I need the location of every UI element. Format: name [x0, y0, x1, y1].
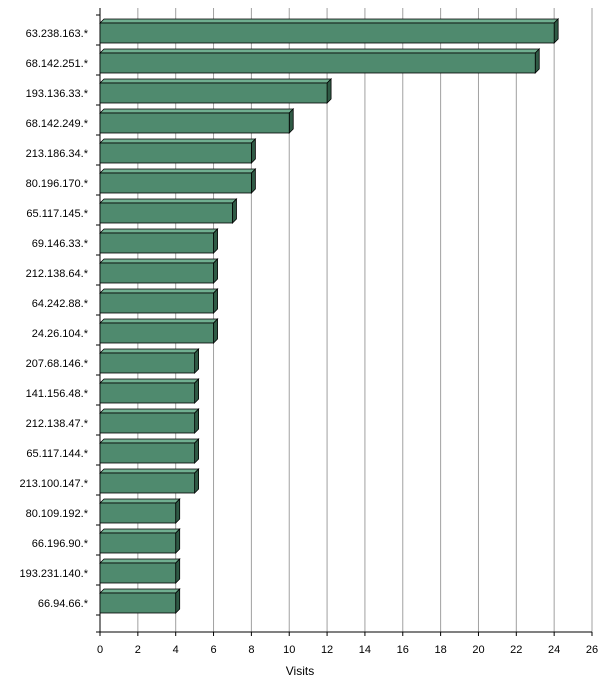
- bar-top-2: [99, 78, 333, 84]
- y-tick-label-12: 141.156.48.*: [26, 388, 89, 400]
- bar-side-9: [213, 288, 218, 314]
- y-tick-label-1: 68.142.251.*: [26, 58, 89, 70]
- bar-4: [99, 142, 252, 164]
- bar-top-1: [99, 48, 541, 54]
- bar-19: [99, 592, 177, 614]
- bar-side-18: [175, 558, 181, 584]
- bar-side-5: [250, 168, 256, 194]
- bar-top-10: [99, 318, 219, 324]
- bar-side-17: [175, 528, 181, 554]
- bar-top-18: [99, 558, 181, 564]
- bar-top-14: [99, 438, 200, 444]
- bar-top-8: [99, 258, 219, 264]
- y-tick-label-18: 193.231.140.*: [19, 568, 88, 580]
- bar-15: [99, 472, 196, 494]
- y-tick-label-2: 193.136.33.*: [26, 88, 89, 100]
- bar-top-3: [99, 108, 295, 114]
- x-tick-label-10: 20: [472, 644, 484, 656]
- y-tick-label-0: 63.238.163.*: [26, 28, 89, 40]
- bar-side-8: [213, 258, 218, 284]
- x-tick-label-1: 2: [135, 644, 141, 656]
- bar-16: [99, 502, 177, 524]
- bar-top-15: [99, 468, 200, 474]
- bar-side-0: [553, 18, 559, 44]
- bar-8: [99, 262, 214, 284]
- bar-6: [99, 202, 233, 224]
- y-tick-label-11: 207.68.146.*: [26, 358, 89, 370]
- bar-2: [99, 82, 328, 104]
- bar-side-14: [194, 438, 200, 464]
- y-tick-label-4: 213.186.34.*: [26, 148, 89, 160]
- bar-11: [99, 352, 196, 374]
- y-tick-label-9: 64.242.88.*: [32, 298, 89, 310]
- bar-top-19: [99, 588, 181, 594]
- y-tick-label-6: 65.117.145.*: [26, 208, 88, 220]
- bar-9: [99, 292, 214, 314]
- bar-14: [99, 442, 196, 464]
- y-tick-label-16: 80.109.192.*: [26, 508, 89, 520]
- bar-side-11: [194, 348, 200, 374]
- bar-3: [99, 112, 290, 134]
- bar-top-13: [99, 408, 200, 414]
- x-tick-label-7: 14: [359, 644, 371, 656]
- y-tick-label-3: 68.142.249.*: [26, 118, 89, 130]
- bar-top-4: [99, 138, 257, 144]
- x-tick-label-4: 8: [248, 644, 254, 656]
- x-axis-title: Visits: [285, 664, 315, 678]
- y-tick-label-19: 66.94.66.*: [38, 598, 89, 610]
- bar-side-6: [232, 198, 237, 224]
- x-tick-label-2: 4: [173, 644, 179, 656]
- bar-side-16: [175, 498, 181, 524]
- bar-0: [99, 22, 555, 44]
- bar-top-7: [99, 228, 219, 234]
- y-tick-label-8: 212.138.64.*: [26, 268, 89, 280]
- x-tick-label-3: 6: [210, 644, 216, 656]
- y-tick-label-14: 65.117.144.*: [26, 448, 88, 460]
- y-tick-label-15: 213.100.147.*: [19, 478, 88, 490]
- bar-top-6: [99, 198, 238, 204]
- x-tick-label-13: 26: [586, 644, 598, 656]
- bar-side-4: [250, 138, 256, 164]
- x-tick-label-8: 16: [397, 644, 409, 656]
- bar-side-13: [194, 408, 200, 434]
- bar-13: [99, 412, 196, 434]
- bar-top-0: [99, 18, 560, 24]
- bar-side-7: [213, 228, 218, 254]
- y-tick-label-7: 69.146.33.*: [32, 238, 89, 250]
- bar-side-19: [175, 588, 181, 614]
- bar-top-17: [99, 528, 181, 534]
- x-tick-label-12: 24: [548, 644, 560, 656]
- bar-side-12: [194, 378, 200, 404]
- x-tick-label-9: 18: [434, 644, 446, 656]
- bar-10: [99, 322, 214, 344]
- bar-side-15: [194, 468, 200, 494]
- bar-side-2: [326, 78, 332, 104]
- bar-1: [99, 52, 536, 74]
- y-tick-label-13: 212.138.47.*: [26, 418, 89, 430]
- bar-top-9: [99, 288, 219, 294]
- x-tick-label-6: 12: [321, 644, 333, 656]
- bar-side-1: [534, 48, 540, 74]
- y-tick-label-10: 24.26.104.*: [32, 328, 89, 340]
- x-tick-label-5: 10: [283, 644, 295, 656]
- bar-17: [99, 532, 177, 554]
- bar-top-16: [99, 498, 181, 504]
- bar-top-5: [99, 168, 257, 174]
- bar-7: [99, 232, 214, 254]
- x-tick-label-11: 22: [510, 644, 522, 656]
- x-tick-label-0: 0: [97, 644, 103, 656]
- bar-top-12: [99, 378, 200, 384]
- y-tick-label-17: 66.196.90.*: [32, 538, 89, 550]
- bar-top-11: [99, 348, 200, 354]
- bar-12: [99, 382, 196, 404]
- bar-18: [99, 562, 177, 584]
- bar-5: [99, 172, 252, 194]
- y-tick-label-5: 80.196.170.*: [26, 178, 89, 190]
- bar-side-10: [213, 318, 218, 344]
- bar-side-3: [288, 108, 294, 134]
